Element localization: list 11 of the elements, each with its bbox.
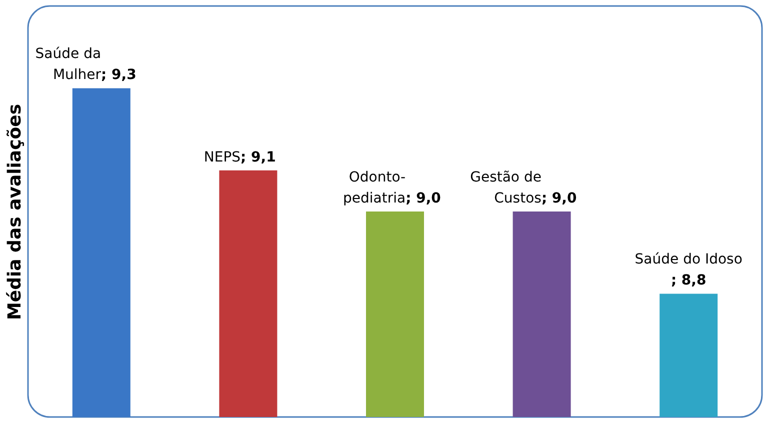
- x-tick-label: Odonto-pediatria: [343, 170, 406, 206]
- x-tick-label: Gestão de Custos: [470, 170, 542, 206]
- data-label: ; 9,0: [406, 190, 442, 206]
- x-tick-label: Saúde do Idoso: [634, 252, 742, 268]
- x-tick-label: Saúde da Mulher: [35, 46, 102, 84]
- data-label: ; 8,8: [670, 272, 706, 289]
- data-label: ; 9,3: [101, 67, 136, 84]
- data-label: ; 9,1: [240, 149, 276, 166]
- data-label: ; 9,0: [541, 190, 577, 206]
- x-tick-label: NEPS: [204, 149, 241, 166]
- y-axis-title: Média das avaliações: [4, 104, 26, 320]
